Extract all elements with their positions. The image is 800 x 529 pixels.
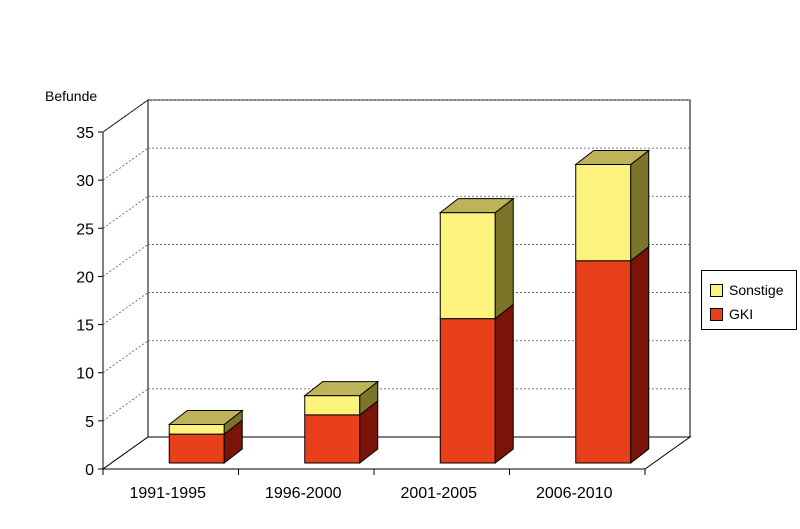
gridline-diag: [102, 99, 149, 133]
gridlines: [102, 99, 690, 422]
y-tick-labels: 0 5 10 15 20 25 30 35: [76, 125, 103, 479]
x-tick-label: 2006-2010: [536, 485, 613, 502]
x-tick-label: 2001-2005: [400, 485, 477, 502]
y-tick-label: 30: [76, 173, 94, 190]
legend-swatch-gki: [710, 307, 723, 321]
bar-side-sonstige: [494, 197, 514, 320]
bar-side-sonstige: [630, 149, 650, 262]
bar-stack: [438, 197, 515, 465]
bar-sonstige: [304, 395, 361, 416]
y-tick-label: 20: [76, 269, 94, 286]
x-tick-label: 1991-1995: [129, 485, 206, 502]
bar-top-sonstige: [574, 150, 651, 166]
bar-top-sonstige: [438, 198, 515, 214]
bar-sonstige: [168, 423, 225, 435]
legend-item-sonstige: Sonstige: [710, 282, 783, 298]
bar-side-gki: [630, 245, 650, 465]
floor: [101, 436, 692, 470]
bar-sonstige: [439, 212, 496, 320]
bar-stack: [303, 380, 380, 465]
y-tick-label: 5: [85, 414, 94, 431]
bars: [167, 149, 651, 465]
legend-label-gki: GKI: [729, 306, 754, 322]
gridline-diag: [102, 292, 149, 325]
gridline-diag: [102, 244, 149, 277]
gridline-diag: [102, 388, 149, 422]
bar-side-gki: [494, 303, 514, 465]
legend-swatch-sonstige: [710, 283, 723, 297]
y-tick-label: 15: [76, 318, 94, 335]
bar-top-sonstige: [167, 409, 244, 425]
bar-gki: [304, 414, 361, 464]
legend: Sonstige GKI: [701, 270, 797, 330]
bar-gki: [439, 318, 496, 464]
bar-stack: [574, 149, 651, 465]
y-tick-label: 10: [76, 366, 94, 383]
side-wall: [102, 99, 149, 470]
legend-label-sonstige: Sonstige: [729, 282, 784, 298]
bar-gki: [575, 260, 632, 464]
x-tick-labels: 1991-1995 1996-2000 2001-2005 2006-2010: [102, 469, 646, 502]
y-tick-label: 0: [85, 462, 94, 479]
bar-top-sonstige: [303, 381, 380, 397]
y-axis-label: Befunde: [45, 88, 97, 104]
gridline-diag: [102, 195, 149, 229]
legend-item-gki: GKI: [710, 306, 753, 322]
chart-walls: [101, 99, 692, 470]
bar-sonstige: [575, 164, 632, 262]
y-tick-label: 25: [76, 221, 94, 238]
x-tick-label: 1996-2000: [265, 485, 342, 502]
bar-gki: [168, 433, 225, 464]
y-tick-label: 35: [76, 125, 94, 142]
gridline-diag: [102, 340, 149, 374]
bar-stack: [167, 409, 244, 465]
gridline-diag: [102, 147, 149, 181]
